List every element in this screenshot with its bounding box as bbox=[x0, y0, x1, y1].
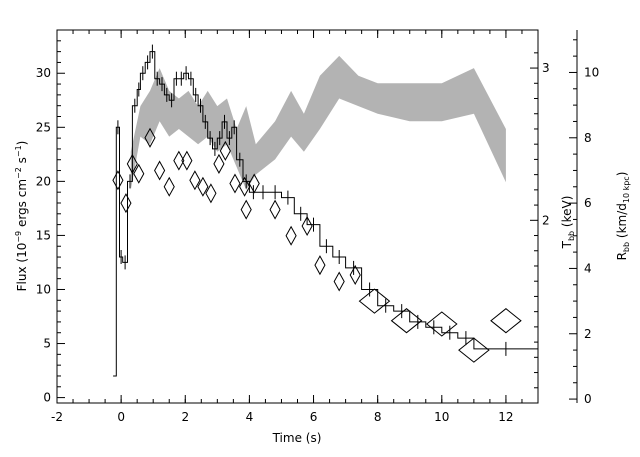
temp-tick-label: 3 bbox=[542, 61, 550, 75]
radius-diamond-point bbox=[205, 183, 217, 204]
radius-diamonds bbox=[112, 127, 522, 363]
radius-tick-label: 8 bbox=[584, 131, 592, 145]
radius-tick-label: 6 bbox=[584, 196, 592, 210]
flux-tick-label: 25 bbox=[36, 120, 51, 134]
temperature-band-area bbox=[130, 55, 506, 190]
radius-diamond-point bbox=[314, 255, 326, 276]
flux-step-line bbox=[113, 51, 538, 377]
temperature-band bbox=[130, 55, 506, 190]
radius-diamond-point bbox=[163, 176, 175, 197]
radius-diamond-point bbox=[458, 337, 490, 363]
radius-diamond-point bbox=[112, 170, 124, 191]
radius-diamond-point bbox=[269, 199, 281, 220]
flux-tick-label: 10 bbox=[36, 282, 51, 296]
radius-diamond-point bbox=[144, 127, 156, 148]
radius-diamond-point bbox=[333, 271, 345, 292]
flux-axis-label: Flux (10−9 ergs cm−2 s−1) bbox=[14, 141, 29, 292]
radius-diamond-point bbox=[240, 199, 252, 220]
radius-diamond-point bbox=[390, 308, 423, 334]
radius-diamond-point bbox=[154, 160, 166, 181]
temp-axis-label: Tbb (keV) bbox=[560, 196, 576, 250]
radius-diamond-point bbox=[239, 176, 251, 197]
radius-diamond-point bbox=[490, 308, 522, 334]
x-axis-label: Time (s) bbox=[272, 431, 322, 445]
x-tick-label: 2 bbox=[181, 410, 189, 424]
flux-tick-label: 15 bbox=[36, 228, 51, 242]
flux-step-curve bbox=[113, 44, 538, 377]
flux-tick-label: 5 bbox=[43, 337, 51, 351]
radius-diamond-point bbox=[181, 150, 193, 171]
radius-diamond-point bbox=[126, 153, 138, 174]
radius-diamond-point bbox=[197, 176, 209, 197]
radius-diamond-point bbox=[301, 215, 313, 237]
radius-diamond-point bbox=[248, 173, 260, 194]
x-tick-label: -2 bbox=[51, 410, 63, 424]
flux-tick-label: 30 bbox=[36, 66, 51, 80]
temp-tick-label: 2 bbox=[542, 213, 550, 227]
radius-tick-label: 0 bbox=[584, 392, 592, 406]
radius-diamond-point bbox=[425, 311, 458, 337]
radius-diamond-point bbox=[229, 173, 241, 194]
radius-diamond-point bbox=[173, 150, 185, 171]
radius-diamond-point bbox=[219, 140, 231, 161]
radius-tick-label: 2 bbox=[584, 327, 592, 341]
radius-diamond-point bbox=[358, 288, 391, 314]
radius-diamond-point bbox=[213, 153, 225, 174]
x-tick-label: 4 bbox=[246, 410, 254, 424]
radius-diamond-point bbox=[189, 170, 201, 191]
x-tick-label: 8 bbox=[374, 410, 382, 424]
flux-tick-label: 0 bbox=[43, 391, 51, 405]
radius-diamond-point bbox=[285, 225, 297, 246]
radius-diamond-point bbox=[133, 163, 145, 184]
x-tick-label: 12 bbox=[498, 410, 513, 424]
radius-tick-label: 10 bbox=[584, 65, 599, 79]
flux-tick-label: 20 bbox=[36, 174, 51, 188]
x-tick-label: 6 bbox=[310, 410, 318, 424]
radius-axis-label: Rbb (km/d10 kpc) bbox=[615, 172, 631, 261]
radius-diamond-point bbox=[349, 264, 361, 285]
x-tick-label: 10 bbox=[434, 410, 449, 424]
x-tick-label: 0 bbox=[117, 410, 125, 424]
radius-diamond-point bbox=[120, 193, 132, 214]
radius-tick-label: 4 bbox=[584, 261, 592, 275]
